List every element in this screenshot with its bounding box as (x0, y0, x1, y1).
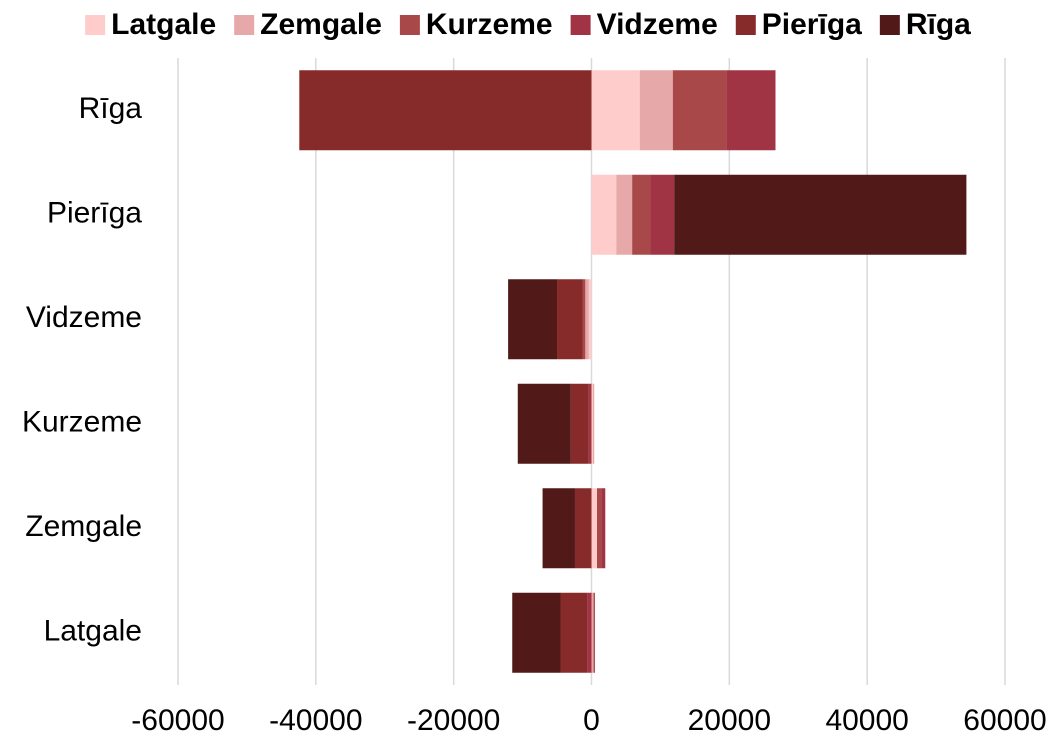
bar (570, 383, 589, 464)
legend-swatch (85, 15, 106, 35)
legend-label: Zemgale (260, 8, 382, 41)
legend-label: Vidzeme (597, 8, 718, 41)
bar (512, 592, 561, 673)
x-tick-label: 0 (583, 704, 600, 737)
bar (574, 488, 592, 569)
bar (726, 70, 776, 151)
legend-swatch (399, 15, 420, 35)
bar (542, 488, 575, 569)
legend-swatch (879, 15, 900, 35)
x-tick-label: -40000 (269, 704, 362, 737)
bar (591, 70, 640, 151)
y-tick-label: Pierīga (47, 197, 142, 230)
bar (560, 592, 588, 673)
x-tick-label: 20000 (688, 704, 771, 737)
legend-swatch (234, 15, 255, 35)
bar (650, 174, 675, 255)
bar (672, 70, 727, 151)
bar (587, 592, 592, 673)
legend-label: Rīga (906, 8, 971, 41)
bar (508, 279, 558, 360)
legend-label: Pierīga (762, 8, 862, 41)
y-tick-label: Vidzeme (26, 301, 142, 334)
bar (582, 279, 586, 360)
bar (588, 383, 592, 464)
legend-swatch (735, 15, 756, 35)
bar (632, 174, 651, 255)
bar (299, 70, 592, 151)
bar (591, 174, 617, 255)
bar (639, 70, 673, 151)
bar (616, 174, 633, 255)
y-tick-label: Zemgale (25, 510, 142, 543)
bar (592, 383, 595, 464)
y-tick-label: Kurzeme (22, 406, 142, 439)
bar (591, 383, 593, 464)
y-tick-label: Rīga (79, 92, 143, 125)
bar (674, 174, 967, 255)
bar (593, 592, 595, 673)
bar (591, 592, 594, 673)
bar (585, 279, 589, 360)
legend-label: Latgale (111, 8, 216, 41)
x-tick-label: 40000 (825, 704, 908, 737)
x-tick-label: -60000 (131, 704, 224, 737)
x-tick-label: -20000 (407, 704, 500, 737)
x-tick-label: 60000 (963, 704, 1046, 737)
bar (601, 488, 606, 569)
legend-swatch (570, 15, 591, 35)
bar (591, 488, 598, 569)
bar (517, 383, 571, 464)
legend-label: Kurzeme (426, 8, 553, 41)
bar (597, 488, 602, 569)
bar (557, 279, 583, 360)
bar (588, 279, 592, 360)
y-tick-label: Latgale (44, 615, 142, 648)
